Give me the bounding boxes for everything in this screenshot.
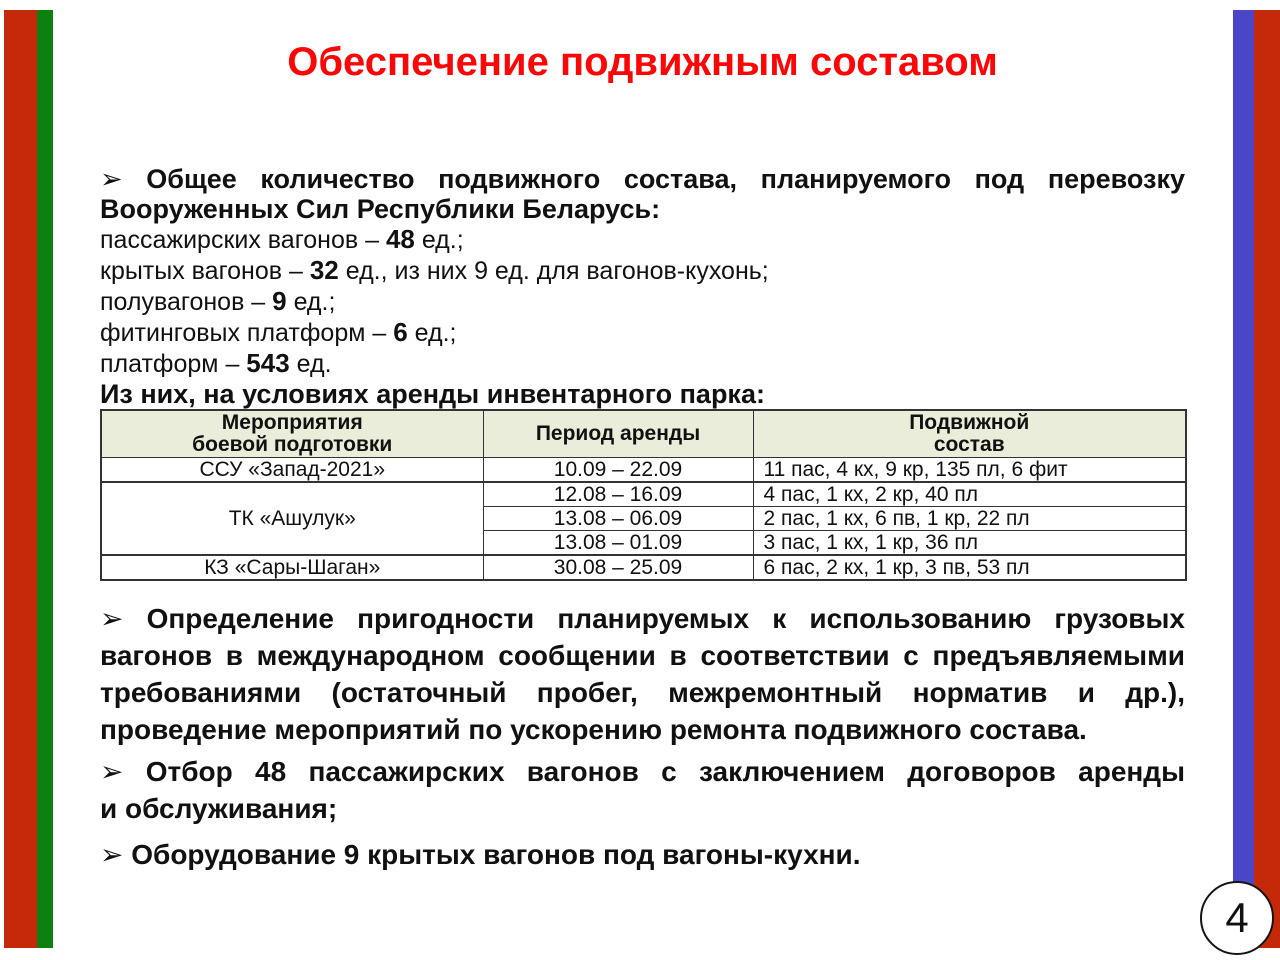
- count-line-passenger-cars: пассажирских вагонов – 48 ед.;: [100, 224, 1185, 255]
- intro-line-2: Вооруженных Сил Республики Беларусь:: [100, 194, 661, 224]
- table-header-period: Период аренды: [482, 409, 754, 458]
- table-cell-stock: 3 пас, 1 кх, 1 кр, 36 пл: [752, 530, 1187, 556]
- left-green-stripe: [37, 10, 53, 948]
- table-cell-period: 30.08 – 25.09: [482, 554, 754, 581]
- left-red-stripe: [4, 10, 37, 948]
- bullet-line: ➢ Оборудование 9 крытых вагонов под ваго…: [100, 839, 861, 870]
- table-cell-period: 13.08 – 01.09: [482, 530, 754, 556]
- table-cell-event: КЗ «Сары-Шаган»: [100, 554, 484, 581]
- right-blue-stripe: [1233, 10, 1254, 948]
- count-unit: ед.: [289, 350, 332, 378]
- count-unit: ед.;: [286, 288, 336, 316]
- table-cell-stock: 11 пас, 4 кх, 9 кр, 135 пл, 6 фит: [752, 457, 1187, 483]
- table-row: ТК «Ашулук» 12.08 – 16.09 4 пас, 1 кх, 2…: [100, 481, 1187, 556]
- bullet-equipment: ➢ Оборудование 9 крытых вагонов под ваго…: [100, 836, 1185, 873]
- table-row: 13.08 – 01.09 3 пас, 1 кх, 1 кр, 36 пл: [101, 530, 1187, 556]
- count-line-covered-cars: крытых вагонов – 32 ед., из них 9 ед. дл…: [100, 255, 1185, 286]
- count-value: 48: [385, 224, 415, 254]
- table-cell-period: 13.08 – 06.09: [482, 506, 754, 531]
- table-row: 13.08 – 06.09 2 пас, 1 кх, 6 пв, 1 кр, 2…: [101, 506, 1187, 531]
- count-text: полувагонов –: [100, 288, 273, 316]
- table-cell-stock: 6 пас, 2 кх, 1 кр, 3 пв, 53 пл: [752, 554, 1187, 581]
- count-text: платформ –: [100, 350, 247, 378]
- page-number: 4: [1225, 894, 1249, 941]
- right-red-stripe: [1254, 10, 1280, 948]
- count-value: 9: [272, 286, 287, 316]
- rental-table: Мероприятия боевой подготовки Период аре…: [100, 409, 1187, 581]
- count-text: пассажирских вагонов –: [100, 226, 386, 254]
- bullet-suitability: ➢ Определение пригодности планируемых к …: [100, 600, 1185, 748]
- table-cell-stock: 2 пас, 1 кх, 6 пв, 1 кр, 22 пл: [752, 506, 1187, 531]
- bullet-line: проведение мероприятий по ускорению ремо…: [100, 714, 1087, 745]
- slide-title: Обеспечение подвижным составом: [287, 40, 998, 84]
- count-value: 543: [246, 348, 290, 378]
- count-line-platforms: платформ – 543 ед.: [100, 348, 1185, 379]
- bullet-line: вагонов в международном сообщении в соот…: [100, 640, 1185, 671]
- count-value: 6: [393, 317, 408, 347]
- table-cell-period: 10.09 – 22.09: [482, 457, 754, 483]
- table-header-event: Мероприятия боевой подготовки: [100, 409, 484, 458]
- intro-line-1: ➢ Общее количество подвижного состава, п…: [100, 164, 1185, 194]
- table-cell-event: ТК «Ашулук»: [100, 481, 484, 556]
- table-header-stock: Подвижной состав: [752, 409, 1187, 458]
- table-cell-period: 12.08 – 16.09: [482, 481, 754, 507]
- bullet-line: требованиями (остаточный пробег, межремо…: [100, 677, 1185, 708]
- count-unit: ед., из них 9 ед. для вагонов-кухонь;: [338, 257, 769, 285]
- bullet-line: ➢ Отбор 48 пассажирских вагонов с заключ…: [100, 756, 1185, 787]
- table-row: КЗ «Сары-Шаган» 30.08 – 25.09 6 пас, 2 к…: [100, 554, 1187, 581]
- table-header-row: Мероприятия боевой подготовки Период аре…: [100, 409, 1187, 458]
- page-number-badge: 4: [1200, 881, 1274, 955]
- count-unit: ед.;: [414, 226, 464, 254]
- table-cell-event: ССУ «Запад-2021»: [100, 457, 484, 483]
- bullet-line: ➢ Определение пригодности планируемых к …: [100, 603, 1185, 634]
- bullet-line: и обслуживания;: [100, 793, 338, 824]
- count-text: крытых вагонов –: [100, 257, 310, 285]
- bullet-selection: ➢ Отбор 48 пассажирских вагонов с заключ…: [100, 753, 1185, 827]
- count-value: 32: [309, 255, 339, 285]
- count-text: фитинговых платформ –: [100, 319, 394, 347]
- table-row: ССУ «Запад-2021» 10.09 – 22.09 11 пас, 4…: [100, 457, 1187, 483]
- count-line-fitting-platforms: фитинговых платформ – 6 ед.;: [100, 317, 1185, 348]
- count-unit: ед.;: [407, 319, 457, 347]
- table-lead-in: Из них, на условиях аренды инвентарного …: [100, 379, 765, 409]
- intro-block: ➢ Общее количество подвижного состава, п…: [100, 164, 1185, 409]
- table-cell-stock: 4 пас, 1 кх, 2 кр, 40 пл: [752, 481, 1187, 507]
- count-line-gondolas: полувагонов – 9 ед.;: [100, 286, 1185, 317]
